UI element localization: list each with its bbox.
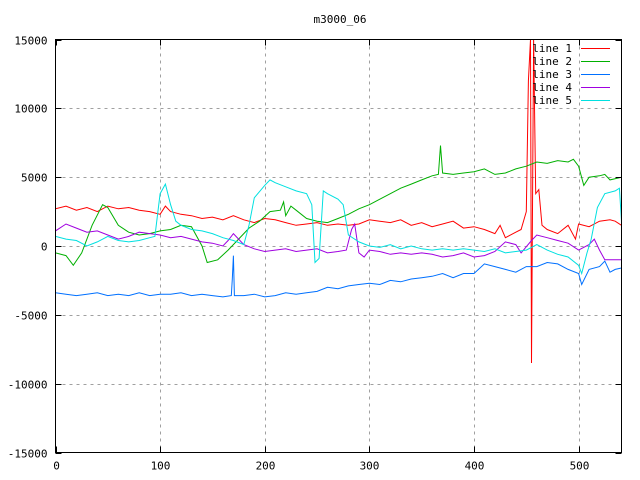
x-tick-label: 300: [360, 460, 380, 473]
y-tick-label: 15000: [14, 35, 47, 48]
y-tick-label: 5000: [21, 172, 48, 185]
x-tick-label: 0: [53, 460, 60, 473]
series-line-4: [55, 222, 622, 261]
x-tick-label: 400: [465, 460, 485, 473]
y-tick-label: -5000: [14, 310, 47, 323]
legend-label: line 1: [532, 42, 572, 55]
axis-ticks: 0 100 200 300 400 500 -15000 -10000 -5000 0 5000 10…: [8, 35, 622, 473]
y-tick-label: 10000: [14, 103, 47, 116]
legend-label: line 2: [532, 55, 572, 68]
legend-label: line 3: [532, 68, 572, 81]
chart-title: m3000_06: [314, 13, 367, 26]
x-tick-label: 500: [570, 460, 590, 473]
x-tick-label: 100: [151, 460, 171, 473]
y-tick-label: 0: [41, 241, 48, 254]
plot-area: [55, 39, 622, 364]
x-tick-label: 200: [256, 460, 276, 473]
legend-label: line 4: [532, 81, 572, 94]
series-line-2: [55, 145, 622, 267]
legend-label: line 5: [532, 94, 572, 107]
y-tick-label: -15000: [8, 448, 48, 461]
series-line-1: [55, 39, 622, 364]
series-line-3: [55, 255, 622, 298]
y-tick-label: -10000: [8, 379, 48, 392]
series-line-5: [55, 179, 622, 276]
